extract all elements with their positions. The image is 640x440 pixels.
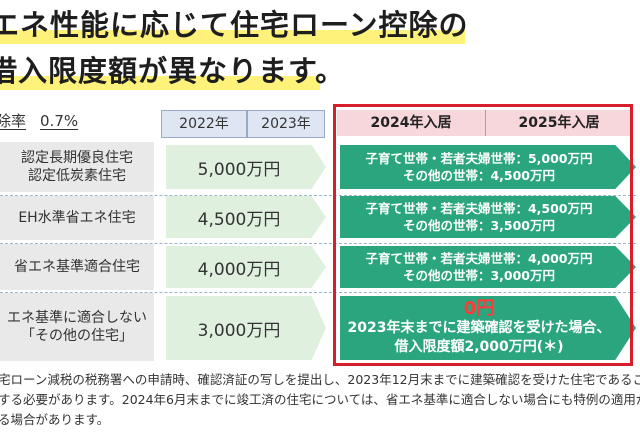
exception-line: 2023年末までに建築確認を受けた場合、 xyxy=(347,320,611,336)
row-label-line: EH水準省エネ住宅 xyxy=(18,210,136,226)
amount-2022-2023-row-2: 4,500万円 xyxy=(166,196,326,238)
row-label-line: 認定低炭素住宅 xyxy=(28,168,126,184)
header-2022: 2022年 xyxy=(161,110,247,138)
household-limit-line: その他の世帯：4,500万円 xyxy=(402,168,556,183)
page-title-line-2: 借入限度額が異なります。 xyxy=(0,50,345,92)
title-highlight xyxy=(0,76,320,90)
amount-2022-2023-row-3: 4,000万円 xyxy=(166,246,326,288)
row-label-other-housing: エネ基準に適合しない 「その他の住宅」 xyxy=(0,293,154,361)
row-label-long-term-excellent: 認定長期優良住宅 認定低炭素住宅 xyxy=(0,142,154,192)
row-label-zeh-level: EH水準省エネ住宅 xyxy=(0,196,154,240)
amount-2022-2023-row-4: 3,000万円 xyxy=(166,296,326,360)
row-divider xyxy=(0,243,636,244)
row-label-line: 認定長期優良住宅 xyxy=(21,150,133,166)
amount-2022-2023-row-1: 5,000万円 xyxy=(166,145,326,189)
deduction-rate-label: 除率 xyxy=(0,112,27,130)
footnote-line-1: 宅ローン減税の税務署への申請時、確認済証の写しを提出し、2023年12月末までに… xyxy=(0,372,640,387)
amount-2024-2025-row-2: 子育て世帯・若者夫婦世帯：4,500万円 その他の世帯：3,500万円 xyxy=(340,196,636,238)
header-2023: 2023年 xyxy=(247,110,325,138)
page-title-line-1: エネ性能に応じて住宅ローン控除の xyxy=(0,4,469,46)
household-limit-line: 子育て世帯・若者夫婦世帯：5,000万円 xyxy=(365,151,593,166)
household-limit-line: 子育て世帯・若者夫婦世帯：4,000万円 xyxy=(365,251,593,266)
row-label-line: 省エネ基準適合住宅 xyxy=(14,259,140,275)
deduction-rate: 除率 0.7% xyxy=(0,110,78,131)
row-label-line: 「その他の住宅」 xyxy=(21,328,133,344)
row-label-energy-standard: 省エネ基準適合住宅 xyxy=(0,244,154,290)
deduction-rate-value: 0.7% xyxy=(40,112,79,130)
row-divider xyxy=(0,195,636,196)
header-2024-move-in: 2024年入居 xyxy=(337,110,486,136)
header-2025-move-in: 2025年入居 xyxy=(486,110,632,136)
zero-yen-value: 0円 xyxy=(463,298,495,319)
footnote-line-2: する必要があります。2024年6月末までに竣工済の住宅については、省エネ基準に適… xyxy=(0,392,640,407)
household-limit-line: その他の世帯：3,000万円 xyxy=(402,268,556,283)
title-text-2: 借入限度額が異なります。 xyxy=(0,54,346,88)
household-limit-line: その他の世帯：3,500万円 xyxy=(402,218,556,233)
footnote-line-3: る場合があります。 xyxy=(0,412,110,427)
title-highlight xyxy=(0,30,465,44)
amount-2024-2025-row-4: 0円 2023年末までに建築確認を受けた場合、 借入限度額2,000万円(＊) xyxy=(340,296,636,360)
amount-2024-2025-row-1: 子育て世帯・若者夫婦世帯：5,000万円 その他の世帯：4,500万円 xyxy=(340,145,636,189)
row-label-line: エネ基準に適合しない xyxy=(7,310,147,326)
amount-2024-2025-row-3: 子育て世帯・若者夫婦世帯：4,000万円 その他の世帯：3,000万円 xyxy=(340,246,636,288)
household-limit-line: 子育て世帯・若者夫婦世帯：4,500万円 xyxy=(365,201,593,216)
exception-line: 借入限度額2,000万円(＊) xyxy=(394,339,564,355)
title-text-1: エネ性能に応じて住宅ローン控除の xyxy=(0,8,469,42)
row-divider xyxy=(0,292,636,293)
